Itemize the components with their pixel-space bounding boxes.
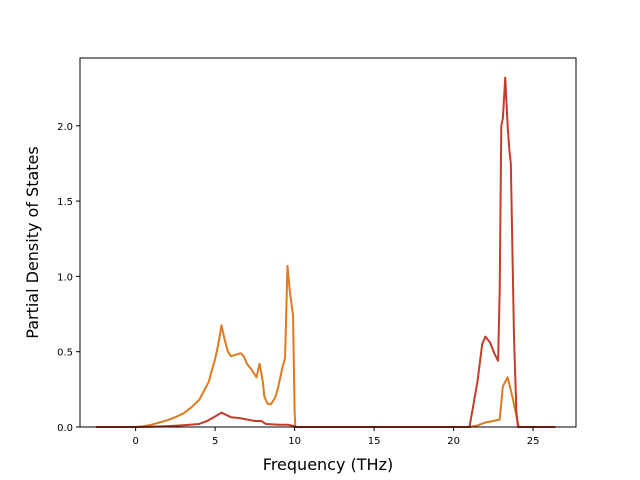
series-line-1 [95, 264, 556, 428]
y-tick-label: 2.0 [57, 122, 73, 133]
y-tick-label: 1.0 [57, 272, 73, 283]
y-tick-label: 1.5 [57, 197, 73, 208]
x-tick-label: 5 [212, 436, 218, 447]
x-tick-label: 25 [527, 436, 540, 447]
x-tick-label: 0 [132, 436, 138, 447]
x-axis-label: Frequency (THz) [263, 455, 393, 474]
y-tick-label: 0.5 [57, 348, 73, 359]
x-tick-label: 15 [368, 436, 381, 447]
plot-frame [79, 57, 577, 428]
y-axis-label: Partial Density of States [23, 146, 42, 338]
x-tick-label: 10 [288, 436, 301, 447]
plot-area [80, 58, 576, 427]
y-axis: 0.0 0.5 1.0 1.5 2.0 [57, 122, 80, 434]
x-axis: 0 5 10 15 20 25 [132, 427, 539, 447]
x-tick-label: 20 [447, 436, 460, 447]
y-tick-label: 0.0 [57, 423, 73, 434]
